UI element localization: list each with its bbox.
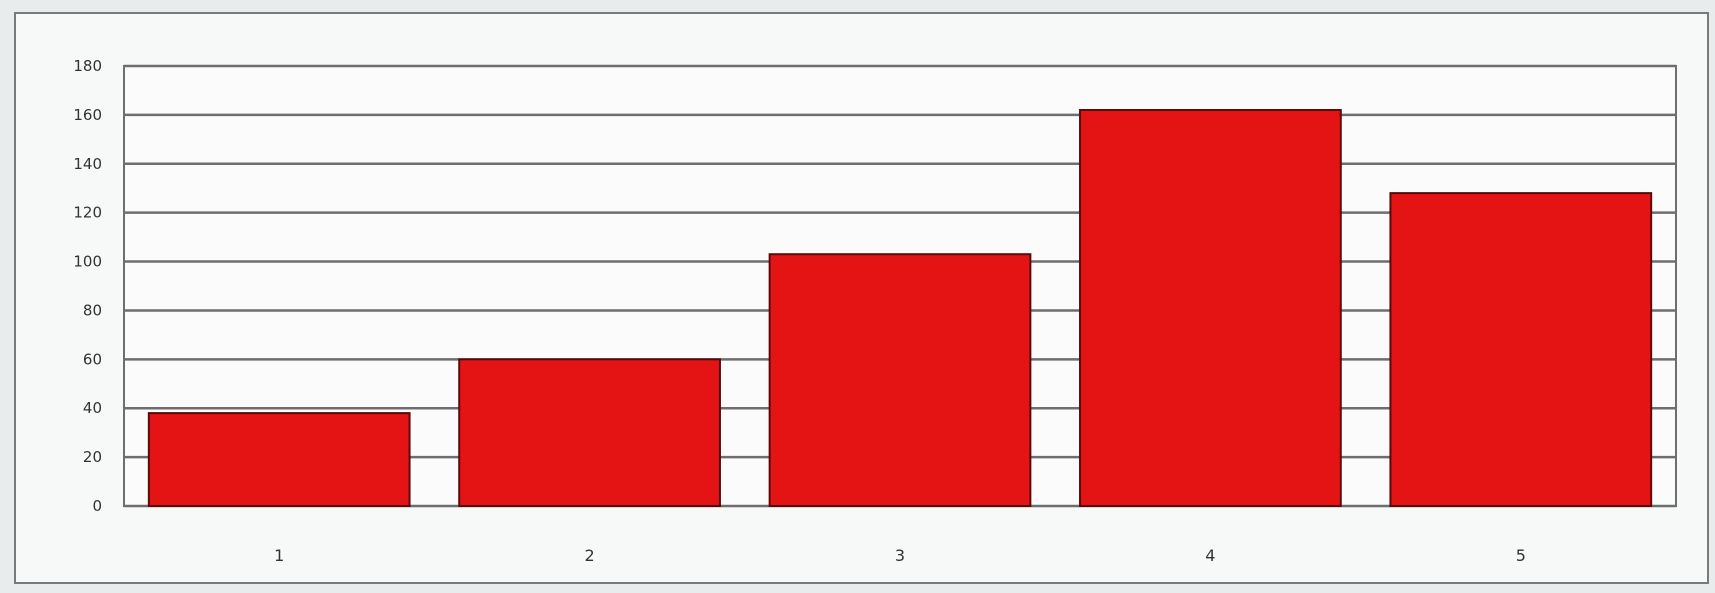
bar-5 bbox=[1389, 192, 1653, 507]
x-tick-label: 3 bbox=[895, 546, 905, 565]
y-tick-label: 0 bbox=[92, 497, 102, 515]
x-axis: 1 2 3 4 5 bbox=[274, 546, 1526, 565]
y-tick-label: 180 bbox=[73, 57, 102, 75]
bar-3 bbox=[768, 253, 1032, 507]
y-tick-label: 60 bbox=[83, 350, 102, 368]
bar-4 bbox=[1079, 109, 1342, 507]
bar-1 bbox=[147, 412, 411, 507]
y-tick-label: 160 bbox=[73, 106, 102, 124]
y-tick-label: 100 bbox=[73, 253, 102, 271]
chart-frame: 0 20 40 60 80 100 120 140 160 180 1 2 3 4 5 bbox=[14, 12, 1709, 584]
x-tick-label: 1 bbox=[274, 546, 284, 565]
y-axis: 0 20 40 60 80 100 120 140 160 180 bbox=[73, 57, 102, 515]
y-tick-label: 140 bbox=[73, 155, 102, 173]
y-tick-label: 80 bbox=[83, 301, 102, 319]
y-tick-label: 40 bbox=[83, 399, 102, 417]
bars bbox=[147, 109, 1653, 508]
x-tick-label: 4 bbox=[1205, 546, 1215, 565]
y-tick-label: 20 bbox=[83, 448, 102, 466]
bar-2 bbox=[458, 358, 721, 508]
x-tick-label: 2 bbox=[585, 546, 595, 565]
bar-chart: 0 20 40 60 80 100 120 140 160 180 1 2 3 4 5 bbox=[73, 57, 1677, 565]
y-tick-label: 120 bbox=[73, 204, 102, 222]
x-tick-label: 5 bbox=[1516, 546, 1526, 565]
